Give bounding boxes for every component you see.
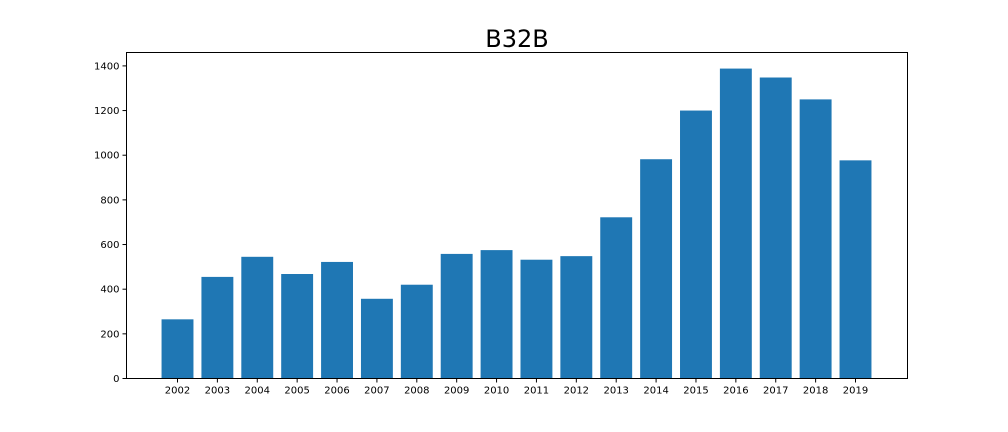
x-tick-label: 2019 <box>843 386 868 397</box>
bars-group <box>162 69 872 379</box>
x-tick-label: 2004 <box>245 386 270 397</box>
bar-2017 <box>760 78 792 379</box>
y-tick-label: 600 <box>100 240 119 251</box>
x-axis-ticks: 2002 2003 2004 2005 2006 2007 2008 2009 2010 2011… <box>165 379 868 397</box>
y-tick-label: 1400 <box>94 61 119 72</box>
bar-2004 <box>241 257 273 379</box>
bar-2015 <box>680 111 712 379</box>
bar-2003 <box>201 277 233 379</box>
y-tick-label: 0 <box>113 374 119 385</box>
bar-2010 <box>481 250 513 378</box>
y-tick-label: 400 <box>100 285 119 296</box>
y-tick-label: 800 <box>100 195 119 206</box>
chart-title: B32B <box>485 25 548 53</box>
bar-2019 <box>840 160 872 378</box>
bar-2014 <box>640 159 672 378</box>
bar-2016 <box>720 69 752 379</box>
x-tick-label: 2013 <box>603 386 628 397</box>
bar-2018 <box>800 99 832 378</box>
y-tick-label: 1000 <box>94 151 119 162</box>
x-tick-label: 2017 <box>763 386 788 397</box>
y-tick-label: 200 <box>100 329 119 340</box>
bar-2008 <box>401 285 433 379</box>
x-tick-label: 2006 <box>324 386 349 397</box>
y-axis-ticks: 0 200 400 600 800 1000 1200 1400 <box>94 61 126 385</box>
x-tick-label: 2003 <box>205 386 230 397</box>
x-tick-label: 2009 <box>444 386 469 397</box>
x-tick-label: 2005 <box>284 386 309 397</box>
x-tick-label: 2015 <box>683 386 708 397</box>
bar-2005 <box>281 274 313 379</box>
bar-2002 <box>162 319 194 378</box>
y-tick-label: 1200 <box>94 106 119 117</box>
bar-2007 <box>361 299 393 379</box>
x-tick-label: 2012 <box>564 386 589 397</box>
x-tick-label: 2002 <box>165 386 190 397</box>
bar-2011 <box>520 260 552 379</box>
x-tick-label: 2008 <box>404 386 429 397</box>
bar-2012 <box>560 256 592 378</box>
x-tick-label: 2016 <box>723 386 748 397</box>
bar-2013 <box>600 217 632 378</box>
x-tick-label: 2007 <box>364 386 389 397</box>
x-tick-label: 2011 <box>524 386 549 397</box>
x-tick-label: 2018 <box>803 386 828 397</box>
bar-2009 <box>441 254 473 379</box>
bar-2006 <box>321 262 353 379</box>
x-tick-label: 2014 <box>643 386 668 397</box>
x-tick-label: 2010 <box>484 386 509 397</box>
